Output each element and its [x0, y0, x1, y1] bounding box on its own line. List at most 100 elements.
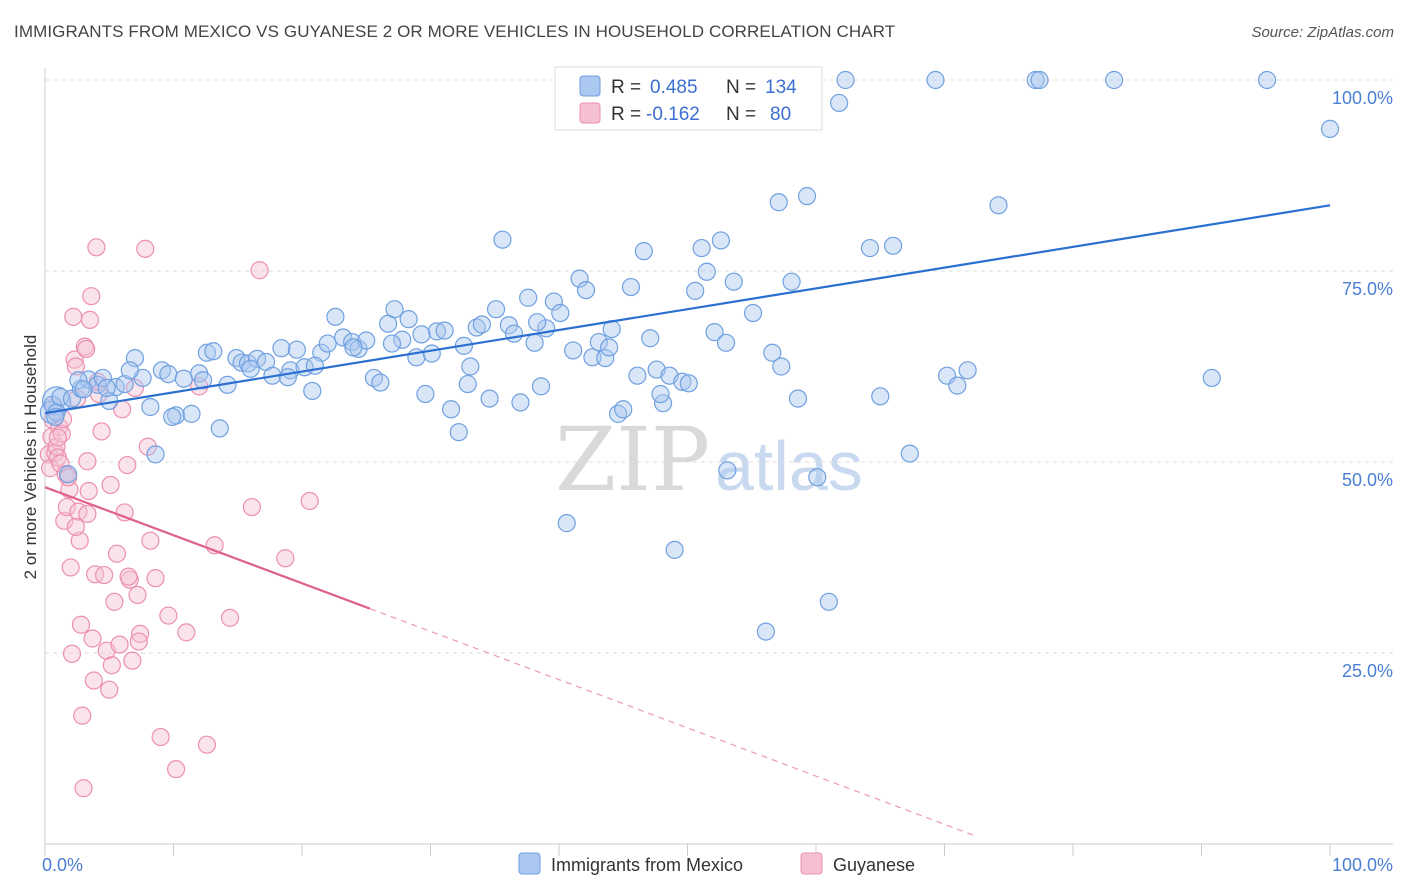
mexico-point [830, 93, 849, 113]
guyanese-point [125, 378, 145, 397]
mexico-point [528, 313, 547, 332]
mexico-point [576, 281, 596, 300]
mexico-point [412, 325, 431, 344]
guyanese-point [120, 570, 139, 589]
mexico-point [97, 378, 116, 397]
mexico-point [900, 444, 919, 463]
guyanese-point [71, 615, 91, 634]
y-tick-label: 100.0% [1332, 88, 1393, 108]
guyanese-point [107, 544, 127, 563]
mexico-point [697, 262, 716, 281]
guyanese-point [83, 629, 102, 648]
axes [44, 68, 1393, 856]
legend-r-value-2: -0.162 [646, 104, 700, 125]
guyanese-point [73, 706, 92, 725]
mexico-point [326, 307, 345, 326]
x-tick-label: 100.0% [1332, 855, 1393, 875]
legend-n-label-2: N = [726, 104, 756, 125]
mexico-point [716, 333, 736, 352]
guyanese-point [79, 481, 98, 501]
mexico-point [772, 357, 791, 376]
mexico-point [416, 384, 435, 404]
guyanese-point [74, 779, 93, 798]
mexico-point [493, 230, 512, 249]
mexico-point [74, 380, 93, 399]
mexico-point [371, 373, 390, 392]
mexico-point [163, 407, 182, 427]
mexico-point [174, 369, 193, 388]
guyanese-point [110, 635, 129, 654]
mexico-point [782, 272, 801, 291]
mexico-point [711, 231, 731, 250]
guyanese-point [146, 569, 165, 588]
guyanese-point [300, 491, 319, 511]
y-tick-label: 50.0% [1342, 470, 1393, 490]
legend-r-label-2: R = [611, 104, 641, 125]
mexico-point [422, 344, 441, 363]
mexico-point [427, 322, 447, 341]
mexico-point [449, 423, 468, 442]
mexico-point [564, 341, 583, 360]
guyanese-point [105, 592, 124, 611]
guyanese-point [82, 287, 101, 306]
mexico-point [318, 334, 337, 353]
guyanese-point [129, 632, 148, 651]
mexico-point [551, 303, 570, 323]
mexico-point [344, 338, 363, 357]
mexico-point [614, 400, 633, 419]
guyanese-point [159, 606, 178, 625]
mexico-point [197, 343, 217, 362]
mexico-point [120, 361, 139, 380]
mexico-point [232, 353, 251, 372]
guyanese-point [62, 644, 82, 663]
mexico-point [570, 269, 589, 288]
guyanese-point [166, 760, 186, 779]
series-legend-swatch-guyanese [800, 852, 823, 875]
mexico-point [673, 372, 692, 391]
mexico-point [305, 356, 324, 375]
mexico-point [557, 514, 576, 533]
mexico-point [435, 321, 454, 340]
mexico-point [472, 315, 491, 334]
guyanese-point [115, 503, 134, 522]
guyanese-point [87, 238, 106, 257]
mexico-point [51, 387, 70, 407]
guyanese-point [151, 727, 170, 747]
legend-n-value-2: 80 [770, 104, 791, 125]
guyanese-point [118, 455, 137, 475]
mexico-point [287, 340, 306, 359]
mexico-point [59, 465, 78, 484]
mexico-point [531, 377, 551, 396]
mexico-point [589, 332, 608, 352]
legend-n-label-1: N = [726, 77, 756, 98]
guyanese-point [141, 531, 160, 550]
series-legend-guyanese: Guyanese [833, 855, 915, 875]
mexico-point [1202, 368, 1221, 388]
guyanese-point [242, 497, 261, 517]
mexico-point [382, 334, 402, 353]
guyanese-trend-extension [369, 608, 977, 837]
guyanese-point [57, 497, 76, 517]
mexico-point [272, 339, 291, 358]
guyanese-point [276, 549, 295, 568]
guyanese-point [95, 565, 114, 585]
mexico-point [525, 333, 544, 352]
guyanese-point [78, 504, 97, 524]
mexico-point [93, 368, 112, 388]
mexico-point [278, 368, 297, 387]
mexico-point [504, 324, 524, 343]
mexico-point [210, 419, 229, 438]
mexico-point [628, 366, 647, 385]
mexico-point [1320, 119, 1340, 138]
mexico-point [393, 330, 412, 349]
series-legend: Immigrants from Mexico Guyanese [518, 852, 915, 875]
guyanese-point [66, 357, 85, 376]
stats-legend: R = 0.485 N = 134 R = -0.162 N = 80 [554, 66, 823, 131]
mexico-point [146, 445, 165, 464]
gridlines [45, 79, 1393, 654]
series-legend-mexico: Immigrants from Mexico [551, 855, 743, 875]
mexico-point [634, 242, 653, 261]
mexico-point [519, 288, 538, 307]
guyanese-point [84, 671, 103, 690]
